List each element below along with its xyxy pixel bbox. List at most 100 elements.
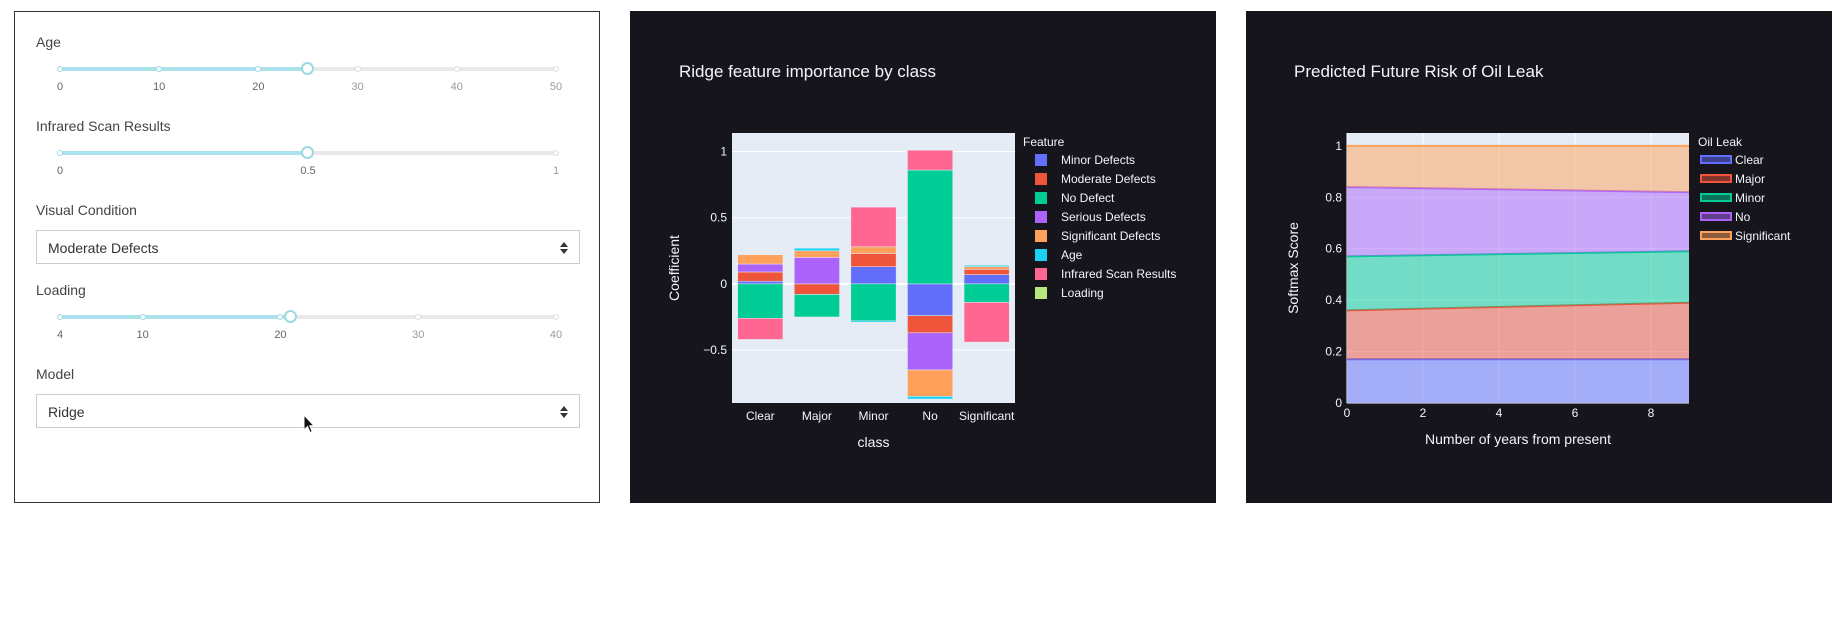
y-axis-title: Coefficient — [666, 235, 682, 301]
slider-mark — [553, 314, 559, 320]
x-tick-label: 4 — [1496, 406, 1503, 420]
visual-condition-value: Moderate Defects — [48, 240, 159, 256]
x-tick-label: 2 — [1420, 406, 1427, 420]
x-tick-label: 6 — [1572, 406, 1579, 420]
legend-label: No Defect — [1061, 191, 1115, 205]
slider-mark — [57, 150, 63, 156]
x-tick-label: 8 — [1648, 406, 1655, 420]
legend-label: Minor — [1735, 191, 1765, 205]
y-tick-label: 0 — [720, 277, 727, 291]
area-band — [1347, 251, 1689, 311]
legend-swatch — [1700, 212, 1732, 221]
slider-mark — [139, 314, 146, 320]
x-tick-label: No — [922, 409, 938, 423]
y-tick-label: 0.6 — [1325, 242, 1342, 256]
slider-mark — [415, 314, 422, 320]
slider-tick-label: 30 — [412, 329, 425, 341]
bar-segment — [850, 320, 897, 323]
legend-swatch — [1700, 231, 1732, 240]
legend-label: Loading — [1061, 286, 1104, 300]
bar-segment — [907, 396, 953, 400]
legend-swatch — [1035, 154, 1047, 166]
oil-leak-risk-chart-panel: Predicted Future Risk of Oil Leak 0 2 4 6 8 0 0… — [1246, 11, 1832, 503]
slider-mark — [57, 66, 63, 72]
legend-label: Significant — [1735, 229, 1791, 243]
slider-tick-label: 0.5 — [300, 165, 316, 177]
slider-fill — [60, 151, 308, 155]
area-band — [1347, 359, 1689, 403]
bar-segment — [850, 253, 897, 267]
bar-segment — [850, 283, 897, 322]
y-tick-label: 0 — [1335, 396, 1342, 410]
slider-handle[interactable] — [301, 146, 314, 159]
slider-handle[interactable] — [301, 62, 314, 75]
x-tick-label: Significant — [959, 409, 1015, 423]
slider-tick-label: 1 — [552, 165, 560, 177]
area-band — [1347, 302, 1689, 360]
visual-condition-select[interactable]: Moderate Defects — [36, 230, 580, 264]
bar-segment — [794, 250, 840, 258]
bar-segment — [737, 283, 784, 319]
bar-segment — [737, 271, 784, 282]
y-tick-label: 0.5 — [710, 211, 727, 225]
slider-track[interactable] — [60, 315, 556, 319]
infrared-slider[interactable]: 0 0.5 1 — [56, 146, 560, 177]
slider-tick-label: 30 — [351, 81, 364, 93]
loading-slider[interactable]: 4 10 20 30 40 — [57, 310, 562, 341]
y-tick-label: 0.8 — [1325, 190, 1342, 204]
bar-segment — [794, 283, 840, 295]
slider-tick-label: 20 — [274, 329, 287, 341]
model-label: Model — [36, 366, 75, 382]
bar-segment — [907, 315, 953, 334]
legend-swatch — [1035, 268, 1047, 280]
legend-label: Major — [1735, 172, 1765, 186]
slider-mark — [553, 150, 559, 156]
chart-title: Predicted Future Risk of Oil Leak — [1294, 62, 1544, 81]
legend-swatch — [1700, 155, 1732, 164]
bar-segment — [737, 280, 784, 285]
legend-label: Serious Defects — [1061, 210, 1146, 224]
oil-leak-risk-chart: Predicted Future Risk of Oil Leak 0 2 4 6 8 0 0… — [1285, 62, 1791, 447]
bar-segment — [794, 247, 840, 252]
slider-tick-label: 50 — [549, 81, 563, 93]
area-band — [1347, 187, 1689, 257]
x-axis-title: class — [858, 434, 890, 450]
legend-swatch — [1035, 192, 1047, 204]
slider-tick-label: 0 — [56, 81, 64, 93]
x-axis-title: Number of years from present — [1425, 431, 1611, 447]
slider-fill — [60, 67, 308, 71]
slider-tick-label: 0 — [56, 165, 64, 177]
legend-swatch — [1700, 174, 1732, 183]
y-tick-label: 1 — [720, 145, 727, 159]
legend-swatch — [1035, 173, 1047, 185]
legend-swatch — [1035, 287, 1047, 299]
slider-mark — [453, 66, 460, 72]
slider-mark — [57, 314, 63, 320]
legend-title: Oil Leak — [1698, 135, 1743, 149]
bar-segment — [963, 269, 1010, 275]
infrared-label: Infrared Scan Results — [36, 118, 171, 134]
legend-label: No — [1735, 210, 1751, 224]
slider-tick-label: 20 — [252, 81, 265, 93]
slider-handle[interactable] — [284, 310, 298, 323]
slider-tick-label: 40 — [549, 329, 563, 341]
bar-segment — [737, 254, 784, 265]
y-axis-title: Softmax Score — [1285, 222, 1301, 314]
visual-condition-label: Visual Condition — [36, 202, 137, 218]
legend-swatch — [1035, 249, 1047, 261]
select-arrows-icon — [560, 242, 568, 254]
x-tick-label: 0 — [1344, 406, 1351, 420]
legend-label: Minor Defects — [1061, 153, 1135, 167]
age-slider[interactable]: 0 10 20 30 40 50 — [56, 62, 562, 93]
legend-label: Infrared Scan Results — [1061, 267, 1176, 281]
slider-tick-label: 40 — [450, 81, 463, 93]
legend-label: Moderate Defects — [1061, 172, 1156, 186]
x-tick-label: Clear — [746, 409, 775, 423]
mouse-cursor-icon — [303, 414, 315, 434]
x-tick-label: Minor — [858, 409, 888, 423]
bar-segment — [907, 332, 953, 371]
legend-label: Age — [1061, 248, 1083, 262]
y-tick-label: 0.4 — [1325, 293, 1342, 307]
loading-label: Loading — [36, 282, 86, 298]
legend-title: Feature — [1023, 135, 1065, 149]
